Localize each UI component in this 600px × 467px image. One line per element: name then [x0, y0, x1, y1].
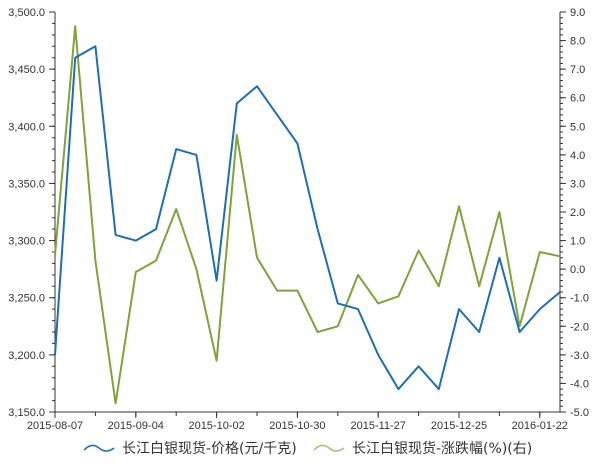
x-axis-tick-label: 2015-10-02 — [188, 420, 244, 432]
left-y-axis: 3,150.0 3,200.0 3,250.0 3,300.0 3,350.0 3,400… — [8, 7, 56, 419]
x-axis-tick-label: 2015-11-27 — [350, 420, 405, 432]
legend-label-price: 长江白银现货-价格(元/千克) — [122, 441, 297, 457]
right-axis-tick-label: 0.0 — [570, 264, 585, 276]
legend-item-change[interactable]: 长江白银现货-涨跌幅(%)(右) — [312, 438, 532, 458]
left-axis-tick-label: 3,200.0 — [8, 350, 45, 362]
right-axis-tick-label: 4.0 — [570, 150, 585, 162]
dual-axis-line-chart: 3,150.0 3,200.0 3,250.0 3,300.0 3,350.0 3,400… — [8, 7, 589, 432]
right-axis-tick-label: 7.0 — [570, 64, 585, 76]
right-axis-tick-label: 6.0 — [570, 93, 585, 105]
right-axis-tick-label: 3.0 — [570, 178, 585, 190]
x-axis-tick-label: 2015-09-04 — [108, 420, 164, 432]
left-axis-tick-label: 3,150.0 — [8, 407, 45, 419]
right-axis-tick-label: -1.0 — [570, 293, 589, 305]
right-axis-tick-label: -4.0 — [570, 378, 589, 390]
x-axis: 2015-08-07 2015-09-04 2015-10-02 2015-10-30… — [27, 411, 568, 432]
left-axis-tick-label: 3,300.0 — [8, 236, 45, 248]
legend: 长江白银现货-价格(元/千克) 长江白银现货-涨跌幅(%)(右) — [0, 438, 600, 464]
left-axis-tick-label: 3,450.0 — [8, 64, 45, 76]
x-axis-tick-label: 2015-12-25 — [431, 420, 487, 432]
right-axis-tick-label: 8.0 — [570, 36, 585, 48]
wave-line-icon — [83, 444, 115, 452]
x-axis-tick-label: 2015-10-30 — [269, 420, 325, 432]
left-axis-tick-label: 3,350.0 — [8, 178, 45, 190]
x-axis-tick-label: 2015-08-07 — [27, 420, 83, 432]
right-y-axis: -5.0 -4.0 -3.0 -2.0 -1.0 0.0 1.0 2.0 3.0 4.0 5.0 6.… — [559, 7, 589, 419]
right-axis-tick-label: 1.0 — [570, 236, 585, 248]
wave-line-icon — [313, 444, 345, 452]
right-axis-tick-label: -2.0 — [570, 321, 589, 333]
x-axis-tick-label: 2016-01-22 — [512, 420, 568, 432]
right-axis-tick-label: 2.0 — [570, 207, 585, 219]
right-axis-tick-label: -3.0 — [570, 350, 589, 362]
right-axis-tick-label: -5.0 — [570, 407, 589, 419]
right-axis-tick-label: 5.0 — [570, 121, 585, 133]
legend-item-price[interactable]: 长江白银现货-价格(元/千克) — [82, 438, 297, 458]
price-series-line — [54, 45, 561, 391]
change-pct-series-line — [54, 25, 561, 405]
left-axis-tick-label: 3,250.0 — [8, 293, 45, 305]
right-axis-tick-label: 9.0 — [570, 7, 585, 19]
left-axis-tick-label: 3,500.0 — [8, 7, 45, 19]
plot-lines — [54, 25, 561, 405]
left-axis-tick-label: 3,400.0 — [8, 121, 45, 133]
legend-label-change: 长江白银现货-涨跌幅(%)(右) — [352, 441, 533, 457]
